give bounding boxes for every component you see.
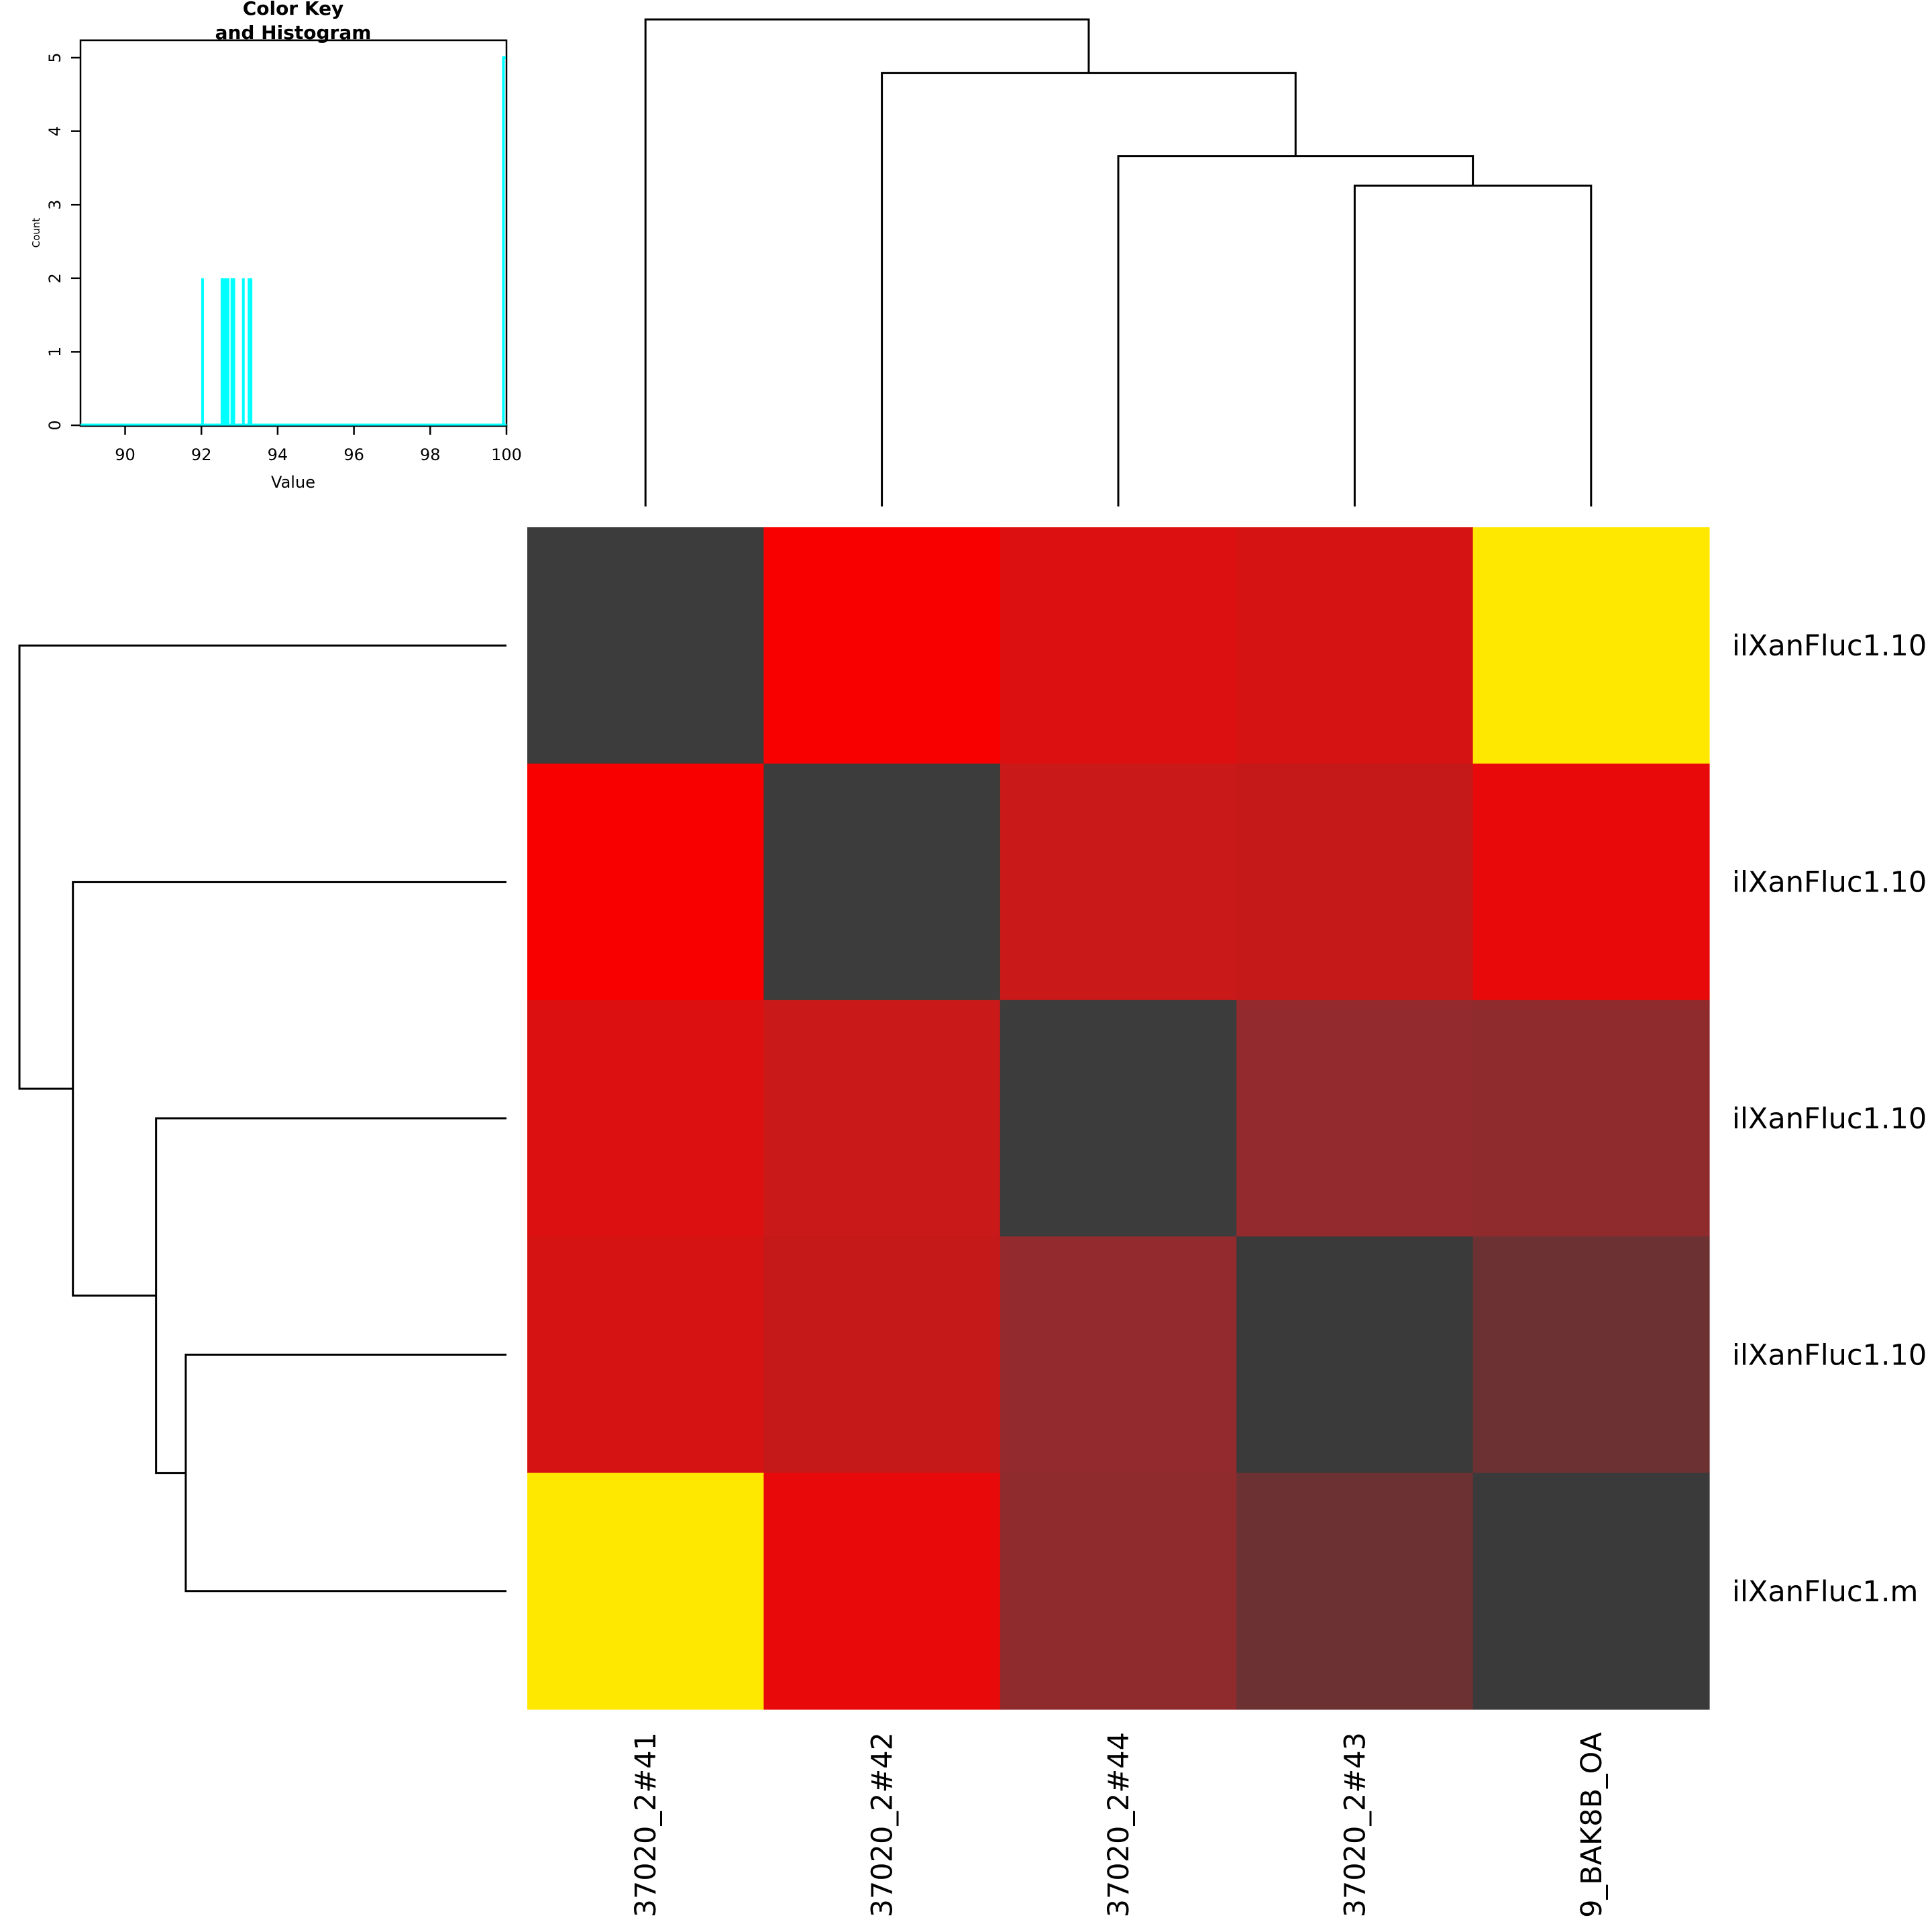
- x-tick-label: 96: [343, 445, 364, 464]
- heatmap-cell: [1472, 1236, 1710, 1474]
- dendrogram-branch: [644, 18, 1090, 506]
- dendrogram-branch: [881, 72, 1297, 506]
- x-tick-label: 98: [420, 445, 441, 464]
- color-key-histogram: Color Key and Histogram 90 92 94 96 98 100 01…: [30, 0, 522, 492]
- histogram-y-axis: 0 1 2 3 4 5: [46, 52, 80, 431]
- y-tick-label: 4: [46, 126, 64, 136]
- heatmap-cell: [1472, 527, 1710, 764]
- heatmap-cell: [1000, 1000, 1237, 1237]
- y-tick-label: 1: [46, 347, 64, 357]
- heatmap-cell: [1236, 1000, 1474, 1237]
- heatmap-cell: [1236, 763, 1474, 1001]
- row-label: ilXanFluc1.10: [1732, 866, 1927, 900]
- histogram-y-axis-label: Count: [30, 218, 42, 248]
- y-tick-label: 2: [46, 273, 64, 283]
- column-label: 9_BAK8B_OA: [1575, 1731, 1609, 1917]
- x-tick-label: 90: [115, 445, 136, 464]
- dendrogram-branch: [72, 881, 506, 1297]
- heatmap-cell: [1472, 1000, 1710, 1237]
- histogram-line: [80, 56, 506, 426]
- row-label: ilXanFluc1.m: [1732, 1575, 1918, 1609]
- column-label: 37020_2#44: [1102, 1732, 1136, 1917]
- heatmap-cell: [763, 527, 1001, 764]
- heatmap-cell: [1472, 763, 1710, 1001]
- y-tick-label: 5: [46, 52, 64, 62]
- column-label: 37020_2#42: [866, 1732, 900, 1917]
- x-tick-label: 100: [491, 445, 522, 464]
- row-label: ilXanFluc1.10: [1732, 629, 1927, 663]
- heatmap-cell: [1000, 1472, 1237, 1710]
- histogram-title-line-1: Color Key: [243, 0, 344, 19]
- column-labels: 37020_2#41 37020_2#42 37020_2#44 37020_2#43…: [629, 1731, 1609, 1917]
- heatmap-cell: [1000, 1236, 1237, 1474]
- heatmap-cell: [527, 763, 764, 1001]
- y-tick-label: 3: [46, 200, 64, 210]
- x-tick-label: 94: [268, 445, 288, 464]
- heatmap-cell: [763, 763, 1001, 1001]
- heatmap-cell: [1236, 1236, 1474, 1474]
- heatmap-cell: [527, 1000, 764, 1237]
- x-tick-label: 92: [191, 445, 212, 464]
- heatmap-cell: [1236, 1472, 1474, 1710]
- histogram-x-axis-label: Value: [271, 473, 315, 492]
- heatmap-cell: [1000, 763, 1237, 1001]
- dendrogram-branch: [18, 644, 506, 1090]
- column-label: 37020_2#43: [1338, 1732, 1372, 1917]
- histogram-spike: [502, 56, 506, 425]
- heatmap-cell: [1236, 527, 1474, 764]
- row-label: ilXanFluc1.10: [1732, 1102, 1927, 1136]
- column-dendrogram: [644, 18, 1593, 506]
- heatmap-cell: [527, 527, 764, 764]
- heatmap-cell: [1000, 527, 1237, 764]
- row-label: ilXanFluc1.10: [1732, 1338, 1927, 1372]
- heatmap-cell: [1472, 1472, 1710, 1710]
- y-tick-label: 0: [46, 420, 64, 430]
- row-dendrogram: [18, 644, 506, 1593]
- row-labels: ilXanFluc1.10 ilXanFluc1.10 ilXanFluc1.10 i…: [1732, 629, 1927, 1609]
- column-label: 37020_2#41: [629, 1732, 663, 1917]
- heatmap-cell: [763, 1000, 1001, 1237]
- heatmap-cells: [527, 527, 1710, 1710]
- heatmap-cell: [763, 1236, 1001, 1474]
- heatmap-cell: [527, 1472, 764, 1710]
- heatmap-cell: [527, 1236, 764, 1474]
- heatmap-cell: [763, 1472, 1001, 1710]
